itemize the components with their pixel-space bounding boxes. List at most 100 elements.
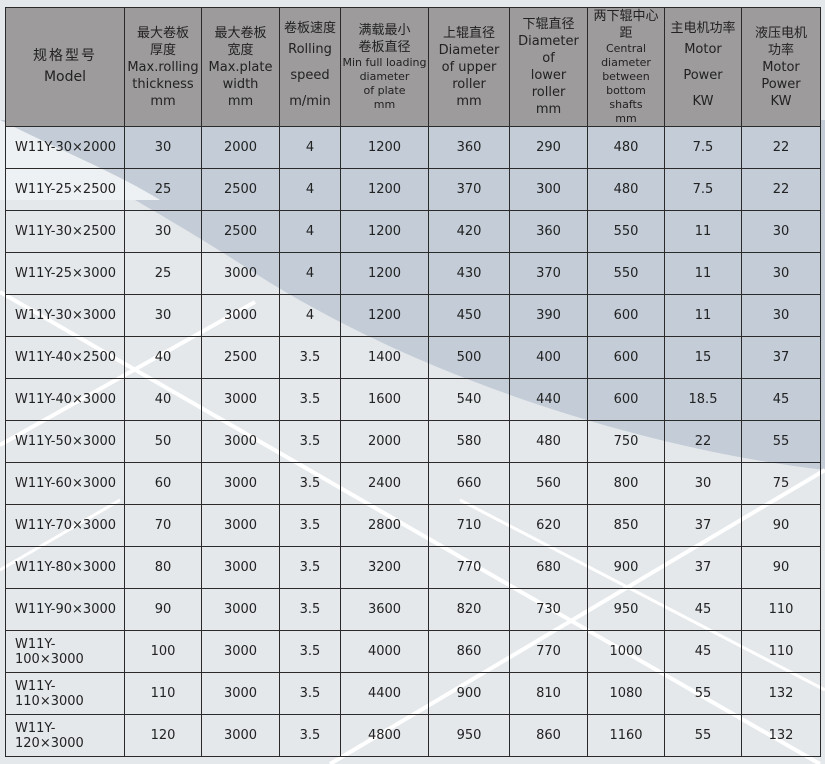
model-cell: W11Y-30×3000	[5, 294, 125, 337]
value-cell: 70	[124, 504, 202, 547]
value-cell: 40	[124, 378, 202, 421]
value-cell: 1200	[340, 210, 429, 253]
value-cell: 3000	[201, 378, 280, 421]
column-header-en: mm	[373, 98, 396, 111]
value-cell: 1000	[587, 630, 665, 673]
value-cell: 770	[428, 546, 510, 589]
table-row: W11Y-120×3000 120 3000 3.5 4800 950 860 1160 55 1…	[5, 714, 821, 757]
value-cell: 40	[124, 336, 202, 379]
value-cell: 3200	[340, 546, 429, 589]
column-header-en: mm	[456, 93, 482, 109]
value-cell: 860	[509, 714, 588, 757]
column-header: 最大卷板厚度 Max.rolling thickness mm	[124, 7, 202, 127]
table-row: W11Y-70×3000 70 3000 3.5 2800 710 620 850 37 90	[5, 504, 821, 547]
value-cell: 680	[509, 546, 588, 589]
column-header-en: thickness	[132, 76, 194, 92]
column-header-en: Min full loading	[342, 56, 427, 69]
table-row: W11Y-25×3000 25 3000 4 1200 430 370 550 11 30	[5, 252, 821, 295]
value-cell: 950	[587, 588, 665, 631]
value-cell: 400	[509, 336, 588, 379]
value-cell: 15	[664, 336, 742, 379]
column-header-en: bottom shafts	[606, 84, 646, 111]
value-cell: 30	[664, 462, 742, 505]
value-cell: 11	[664, 252, 742, 295]
value-cell: 2500	[201, 210, 280, 253]
value-cell: 30	[124, 294, 202, 337]
value-cell: 360	[428, 126, 510, 169]
column-header-en: Model	[43, 69, 87, 85]
value-cell: 3.5	[279, 588, 341, 631]
value-cell: 3.5	[279, 672, 341, 715]
value-cell: 450	[428, 294, 510, 337]
value-cell: 390	[509, 294, 588, 337]
column-header: 规格型号 Model	[5, 7, 125, 127]
value-cell: 620	[509, 504, 588, 547]
model-cell: W11Y-60×3000	[5, 462, 125, 505]
value-cell: 1200	[340, 252, 429, 295]
column-header-cn: 下辊直径	[522, 17, 575, 32]
value-cell: 1200	[340, 294, 429, 337]
value-cell: 1400	[340, 336, 429, 379]
value-cell: 3.5	[279, 420, 341, 463]
column-header: 卷板速度 Rolling speed m/min	[279, 7, 341, 127]
value-cell: 1080	[587, 672, 665, 715]
value-cell: 2500	[201, 336, 280, 379]
value-cell: 580	[428, 420, 510, 463]
value-cell: 120	[124, 714, 202, 757]
value-cell: 37	[664, 546, 742, 589]
column-header-en: diameter	[359, 70, 410, 83]
value-cell: 4800	[340, 714, 429, 757]
column-header-cn: 上辊直径	[442, 25, 495, 41]
column-header-en: mm	[227, 93, 254, 109]
value-cell: 290	[509, 126, 588, 169]
value-cell: 3.5	[279, 504, 341, 547]
table-row: W11Y-30×3000 30 3000 4 1200 450 390 600 11 30	[5, 294, 821, 337]
column-header-en: mm	[150, 93, 176, 109]
value-cell: 22	[664, 420, 742, 463]
value-cell: 1200	[340, 126, 429, 169]
value-cell: 3000	[201, 252, 280, 295]
value-cell: 480	[587, 126, 665, 169]
value-cell: 770	[509, 630, 588, 673]
value-cell: 18.5	[664, 378, 742, 421]
value-cell: 3.5	[279, 462, 341, 505]
column-header: 最大卷板宽度 Max.plate width mm	[201, 7, 280, 127]
value-cell: 420	[428, 210, 510, 253]
value-cell: 360	[509, 210, 588, 253]
table-row: W11Y-100×3000 100 3000 3.5 4000 860 770 1000 45 1…	[5, 630, 821, 673]
value-cell: 300	[509, 168, 588, 211]
column-header-cn: 两下辊中心距	[593, 9, 659, 41]
value-cell: 55	[664, 714, 742, 757]
column-header-en: of plate	[363, 84, 406, 97]
table-row: W11Y-80×3000 80 3000 3.5 3200 770 680 900 37 90	[5, 546, 821, 589]
value-cell: 1600	[340, 378, 429, 421]
model-cell: W11Y-90×3000	[5, 588, 125, 631]
column-header: 满载最小卷板直径 Min full loading diameter of plate…	[340, 7, 429, 127]
value-cell: 25	[124, 252, 202, 295]
model-cell: W11Y-40×3000	[5, 378, 125, 421]
model-cell: W11Y-110×3000	[5, 672, 125, 715]
value-cell: 4	[279, 210, 341, 253]
value-cell: 7.5	[664, 126, 742, 169]
value-cell: 950	[428, 714, 510, 757]
value-cell: 3000	[201, 504, 280, 547]
model-cell: W11Y-25×2500	[5, 168, 125, 211]
value-cell: 800	[587, 462, 665, 505]
value-cell: 440	[509, 378, 588, 421]
value-cell: 1200	[340, 168, 429, 211]
value-cell: 4000	[340, 630, 429, 673]
value-cell: 480	[509, 420, 588, 463]
value-cell: 2500	[201, 168, 280, 211]
value-cell: 370	[509, 252, 588, 295]
value-cell: 900	[587, 546, 665, 589]
column-header-en: Power	[683, 67, 723, 83]
value-cell: 480	[587, 168, 665, 211]
value-cell: 11	[664, 294, 742, 337]
column-header-en: roller	[531, 85, 566, 100]
column-header-en: of upper	[441, 59, 497, 75]
value-cell: 45	[741, 378, 821, 421]
column-header-en: mm	[535, 102, 562, 117]
value-cell: 560	[509, 462, 588, 505]
value-cell: 3.5	[279, 546, 341, 589]
value-cell: 1160	[587, 714, 665, 757]
